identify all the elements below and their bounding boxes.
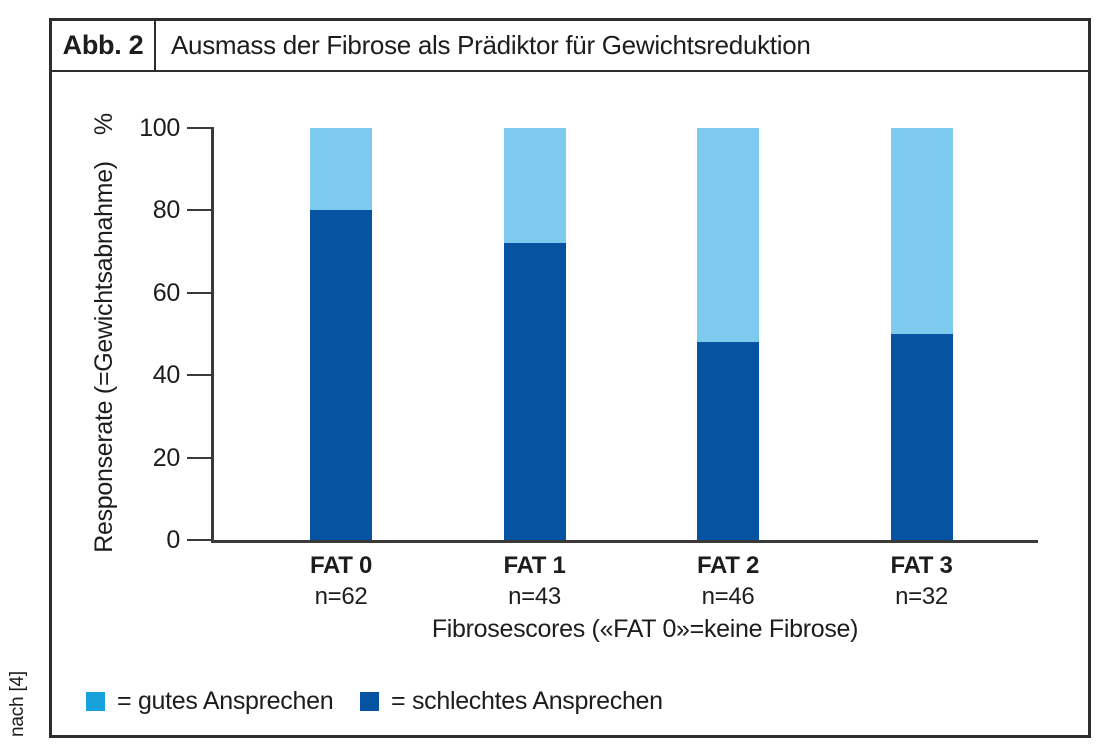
y-axis-unit: % <box>90 113 118 136</box>
y-axis-title-text: Responserate (=Gewichtsabnahme) <box>90 161 118 553</box>
figure-header: Abb. 2 Ausmass der Fibrose als Prädiktor… <box>52 21 1088 72</box>
x-axis-title: Fibrosescores («FAT 0»=keine Fibrose) <box>431 615 859 643</box>
y-axis-title: Responserate (=Gewichtsabnahme)% <box>88 83 120 583</box>
source-note: nach [4] <box>7 671 28 738</box>
figure-title: Ausmass der Fibrose als Prädiktor für Ge… <box>171 30 811 60</box>
figure-number: Abb. 2 <box>52 21 156 70</box>
